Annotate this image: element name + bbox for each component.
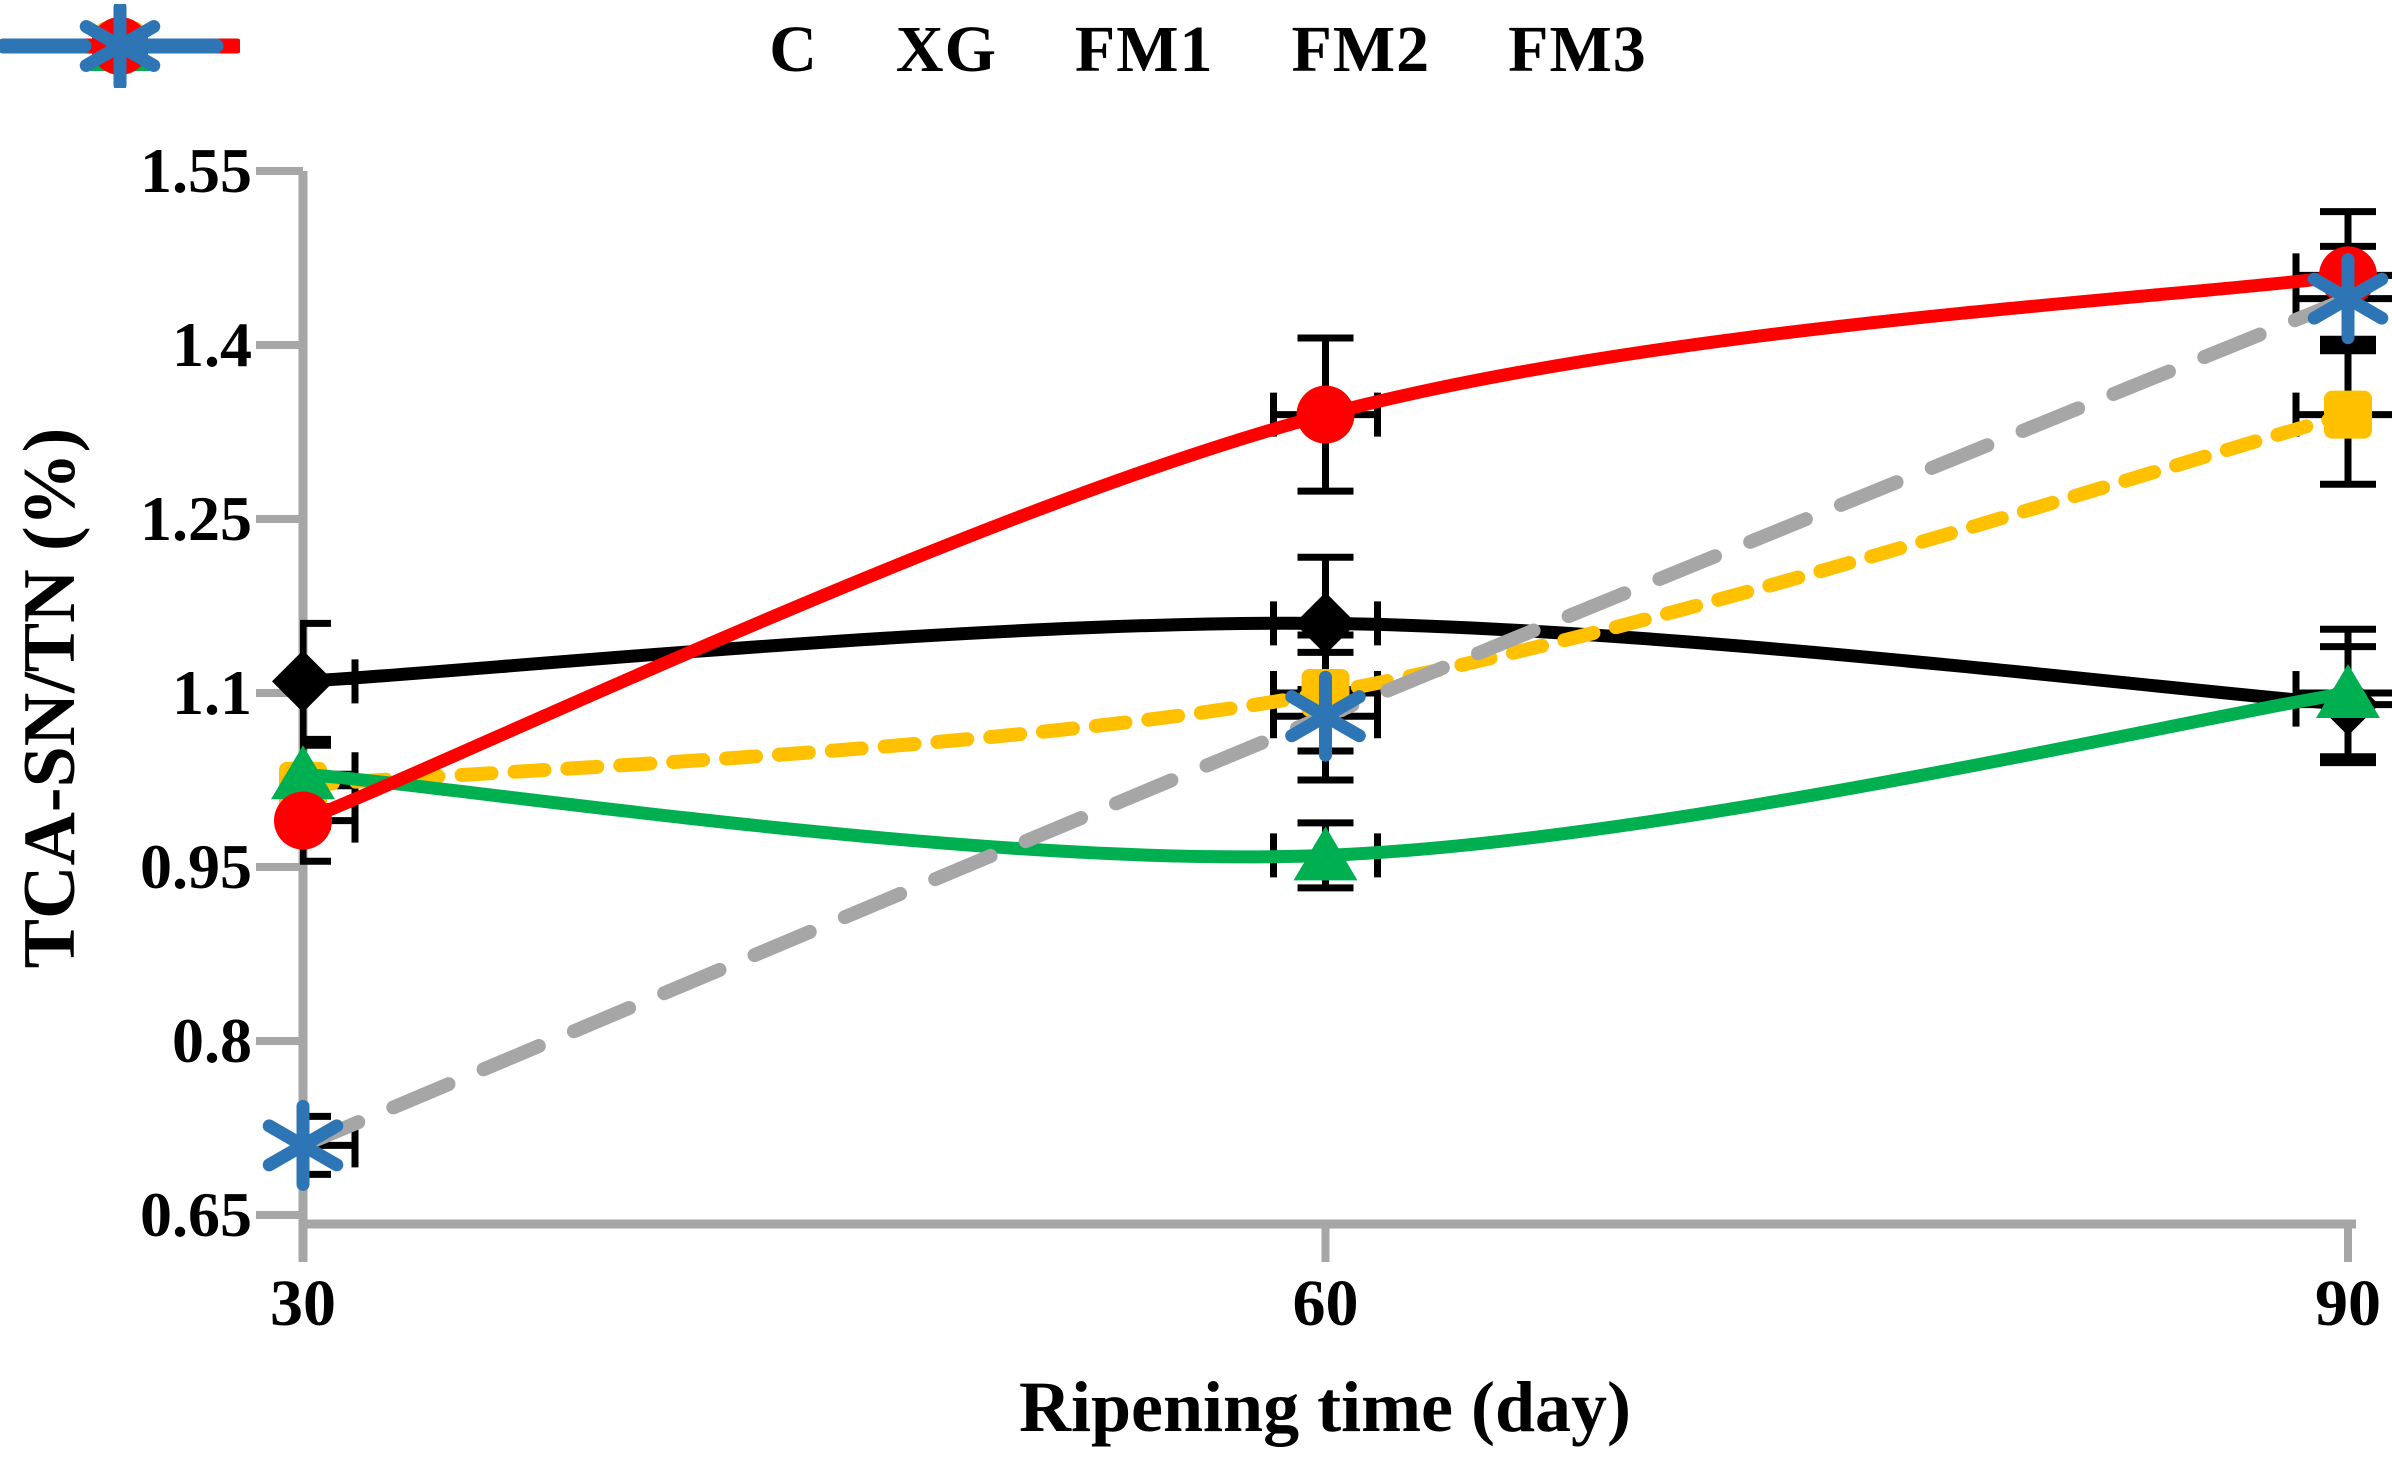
marker-triangle-FM1-90 bbox=[2316, 664, 2380, 718]
y-tick-label: 1.4 bbox=[172, 309, 252, 380]
marker-diamond-C-30 bbox=[272, 650, 334, 713]
legend-marker-FM3 bbox=[79, 4, 161, 88]
legend-swatch-FM3 bbox=[0, 4, 240, 88]
legend-item-FM3: FM3 bbox=[0, 4, 1647, 88]
marker-asterisk-FM3-90 bbox=[2307, 253, 2389, 345]
y-tick-label: 0.65 bbox=[140, 1179, 252, 1250]
legend-label: FM3 bbox=[1508, 13, 1647, 86]
legend-item-XG: XG bbox=[0, 12, 997, 88]
x-tick-label: 90 bbox=[2315, 1267, 2381, 1340]
legend-item-FM2: FM2 bbox=[0, 12, 1431, 88]
legend: C XG FM1 FM2 FM3 bbox=[0, 4, 2392, 96]
legend-label: FM1 bbox=[1074, 13, 1214, 86]
y-tick-label: 0.8 bbox=[172, 1005, 252, 1076]
y-tick-label: 1.55 bbox=[140, 135, 252, 206]
legend-label: XG bbox=[895, 13, 997, 86]
marker-circle-FM2-30 bbox=[274, 791, 332, 850]
marker-triangle-FM1-30 bbox=[271, 745, 335, 800]
marker-triangle-FM1-60 bbox=[1293, 826, 1358, 881]
marker-square-XG-90 bbox=[2324, 390, 2372, 439]
legend-item-C: C bbox=[0, 12, 818, 88]
legend-label: FM2 bbox=[1291, 13, 1431, 86]
marker-diamond-C-60 bbox=[1294, 592, 1357, 655]
legend-item-FM1: FM1 bbox=[0, 12, 1214, 88]
y-tick-label: 0.95 bbox=[140, 831, 252, 902]
marker-circle-FM2-60 bbox=[1296, 385, 1355, 444]
y-tick-label: 1.1 bbox=[172, 657, 252, 728]
marker-asterisk-FM3-30 bbox=[262, 1099, 344, 1191]
x-tick-label: 30 bbox=[270, 1267, 336, 1340]
marker-asterisk-FM3-60 bbox=[1285, 670, 1366, 762]
legend-label: C bbox=[769, 13, 818, 86]
x-axis-title: Ripening time (day) bbox=[1019, 1367, 1631, 1447]
y-tick-label: 1.25 bbox=[140, 483, 252, 554]
x-tick-label: 60 bbox=[1292, 1267, 1359, 1340]
